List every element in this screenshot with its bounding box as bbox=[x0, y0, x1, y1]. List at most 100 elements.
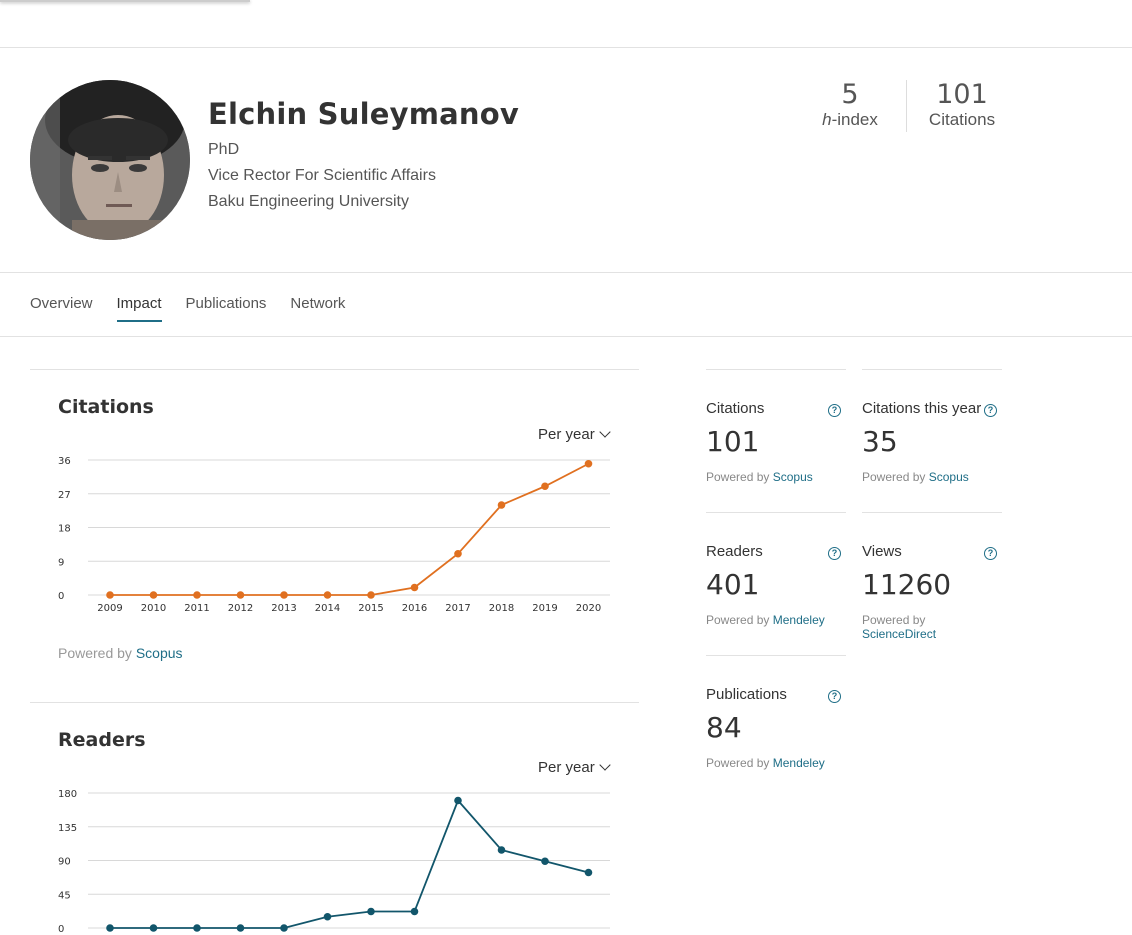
stat-readers: Readers 401 Powered by Mendeley bbox=[706, 543, 846, 627]
scopus-link[interactable]: Scopus bbox=[772, 470, 813, 484]
stat-label: Views bbox=[862, 543, 902, 560]
data-point bbox=[410, 907, 419, 916]
profile-affiliation: Baku Engineering University bbox=[208, 193, 409, 210]
data-point bbox=[497, 846, 506, 854]
profile-position: Vice Rector For Scientific Affairs bbox=[208, 167, 436, 184]
stat-label: Publications bbox=[706, 686, 787, 703]
stat-powered-by: Powered by ScienceDirect bbox=[862, 613, 937, 641]
series-line bbox=[110, 462, 589, 596]
data-point bbox=[410, 583, 419, 592]
data-point bbox=[454, 796, 462, 805]
citations-metric[interactable]: 101 Citations bbox=[922, 80, 1002, 130]
scopus-link[interactable]: Scopus bbox=[135, 645, 183, 661]
question-circle-icon[interactable]: ? bbox=[984, 547, 997, 560]
readers-period-label: Per year bbox=[538, 759, 595, 776]
y-tick-label: 0 bbox=[58, 924, 64, 935]
data-point bbox=[280, 591, 288, 599]
data-point bbox=[584, 868, 593, 877]
x-tick-label: 2018 bbox=[489, 603, 514, 614]
readers-period-dropdown[interactable]: Per year bbox=[538, 759, 611, 776]
tab-overview[interactable]: Overview bbox=[30, 295, 93, 312]
citations-value: 101 bbox=[936, 79, 988, 110]
citations-line-chart: 0 9 18 27 36 2009 2010 2011 2012 2013 2014 2015 2016… bbox=[58, 456, 610, 614]
hindex-value: 5 bbox=[841, 79, 859, 110]
stat-value: 84 bbox=[706, 711, 742, 744]
data-point bbox=[497, 501, 506, 509]
top-bar-shadow bbox=[0, 0, 250, 2]
series-line bbox=[110, 798, 589, 929]
stat-citations-this-year: Citations this year 35 Powered by Scopus bbox=[862, 400, 1002, 484]
y-tick-label: 9 bbox=[58, 557, 64, 568]
data-point bbox=[541, 482, 549, 491]
y-tick-label: 45 bbox=[58, 890, 71, 901]
data-point bbox=[149, 924, 158, 932]
stat-value: 401 bbox=[706, 568, 760, 601]
x-tick-label: 2013 bbox=[271, 603, 296, 614]
stat-powered-by: Powered by Mendeley bbox=[706, 613, 825, 627]
question-circle-icon[interactable]: ? bbox=[984, 404, 997, 417]
stat-value: 35 bbox=[862, 425, 898, 458]
y-tick-label: 90 bbox=[58, 857, 71, 868]
x-tick-label: 2009 bbox=[97, 603, 122, 614]
x-tick-label: 2012 bbox=[228, 603, 253, 614]
question-circle-icon[interactable]: ? bbox=[828, 547, 841, 560]
citations-chart-title: Citations bbox=[58, 396, 154, 418]
scopus-link[interactable]: Scopus bbox=[928, 470, 969, 484]
question-circle-icon[interactable]: ? bbox=[828, 690, 841, 703]
stat-label: Citations bbox=[706, 400, 765, 417]
y-tick-label: 18 bbox=[58, 524, 71, 535]
hindex-label: h-index bbox=[822, 110, 878, 129]
header-divider bbox=[0, 47, 1132, 48]
stat-publications: Publications 84 Powered by Mendeley bbox=[706, 686, 846, 770]
tab-network[interactable]: Network bbox=[290, 295, 346, 312]
y-tick-label: 36 bbox=[58, 456, 71, 467]
stat-divider bbox=[862, 512, 1002, 513]
stat-label: Citations this year bbox=[862, 400, 982, 417]
data-point bbox=[106, 591, 114, 599]
chevron-down-icon bbox=[599, 759, 611, 771]
avatar bbox=[30, 80, 190, 240]
citations-card-top bbox=[30, 369, 639, 370]
avatar-photo bbox=[30, 80, 190, 240]
citations-label: Citations bbox=[928, 110, 996, 129]
data-point bbox=[367, 907, 375, 916]
stat-value: 11260 bbox=[862, 568, 952, 601]
data-point bbox=[323, 591, 332, 599]
mendeley-link[interactable]: Mendeley bbox=[772, 613, 825, 627]
stat-citations: Citations 101 Powered by Scopus bbox=[706, 400, 846, 484]
data-point bbox=[106, 924, 114, 932]
stat-divider bbox=[706, 655, 846, 656]
profile-tabs: Overview Impact Publications Network bbox=[30, 295, 345, 322]
y-tick-label: 27 bbox=[58, 490, 71, 501]
citations-period-label: Per year bbox=[538, 426, 595, 443]
x-tick-label: 2011 bbox=[184, 603, 209, 614]
data-point bbox=[280, 924, 288, 932]
mendeley-link[interactable]: Mendeley bbox=[772, 756, 825, 770]
data-point bbox=[193, 924, 201, 932]
x-tick-label: 2020 bbox=[576, 603, 601, 614]
stat-powered-by: Powered by Scopus bbox=[862, 470, 969, 484]
question-circle-icon[interactable]: ? bbox=[828, 404, 841, 417]
x-tick-label: 2016 bbox=[402, 603, 427, 614]
citations-powered-by: Powered by Scopus bbox=[58, 645, 183, 661]
stat-divider bbox=[706, 369, 846, 370]
hindex-metric[interactable]: 5 h-index bbox=[810, 80, 890, 130]
stat-views: Views 11260 Powered by ScienceDirect bbox=[862, 543, 1002, 641]
readers-chart-title: Readers bbox=[58, 729, 146, 751]
data-point bbox=[193, 591, 201, 599]
metric-divider bbox=[906, 80, 907, 132]
data-point bbox=[541, 857, 549, 866]
tab-impact[interactable]: Impact bbox=[116, 295, 162, 322]
sciencedirect-link[interactable]: ScienceDirect bbox=[862, 627, 937, 641]
y-tick-label: 0 bbox=[58, 591, 64, 602]
profile-name: Elchin Suleymanov bbox=[208, 97, 519, 131]
data-point bbox=[454, 549, 462, 558]
x-tick-label: 2014 bbox=[315, 603, 340, 614]
readers-card-top bbox=[30, 702, 639, 703]
citations-period-dropdown[interactable]: Per year bbox=[538, 426, 611, 443]
tab-publications[interactable]: Publications bbox=[185, 295, 267, 312]
stat-label: Readers bbox=[706, 543, 763, 560]
x-tick-label: 2017 bbox=[445, 603, 470, 614]
data-point bbox=[323, 912, 332, 921]
profile-divider bbox=[0, 272, 1132, 273]
